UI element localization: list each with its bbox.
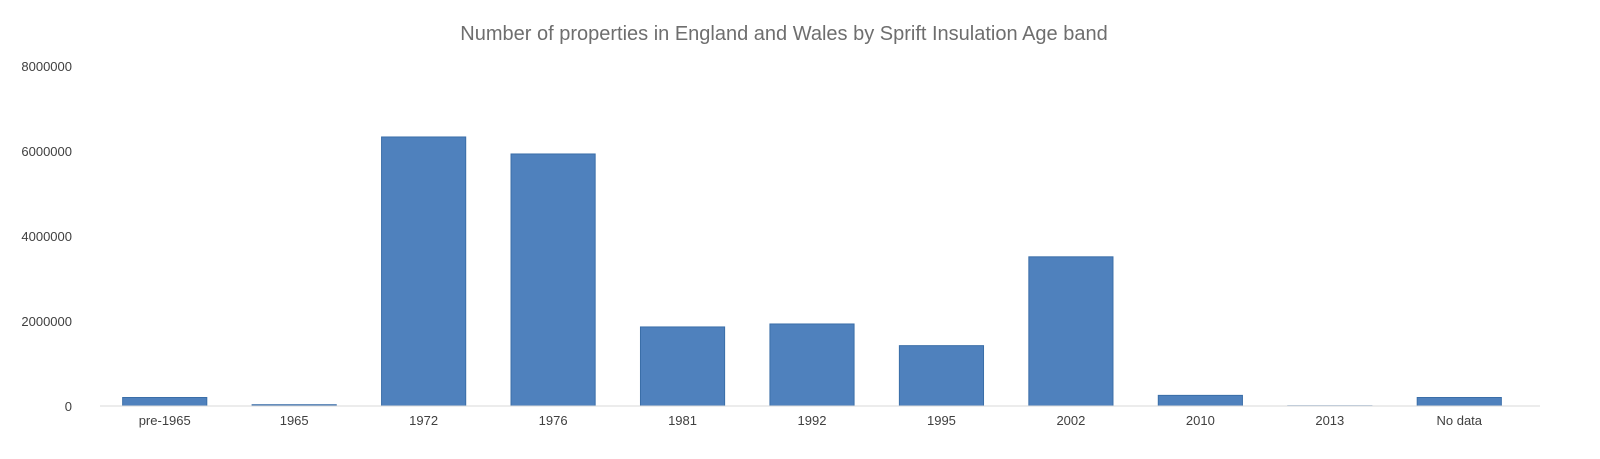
- x-tick-label: 1981: [668, 413, 697, 428]
- bar-no-data: [1416, 397, 1502, 407]
- bar-1976: [510, 153, 596, 407]
- y-axis: 0 2000000 4000000 6000000 8000000: [21, 59, 72, 414]
- bar-2002: [1028, 256, 1114, 407]
- x-tick-label: 2013: [1315, 413, 1344, 428]
- x-tick-label: pre-1965: [139, 413, 191, 428]
- bar-1992: [769, 323, 855, 407]
- y-tick-label: 8000000: [21, 59, 72, 74]
- x-tick-label: 1976: [539, 413, 568, 428]
- x-tick-label: 1972: [409, 413, 438, 428]
- x-tick-label: 1965: [280, 413, 309, 428]
- y-tick-label: 4000000: [21, 229, 72, 244]
- x-tick-label: 2002: [1056, 413, 1085, 428]
- bar-1972: [381, 136, 467, 407]
- x-tick-label: 1995: [927, 413, 956, 428]
- bar-series: [122, 136, 1502, 407]
- y-tick-label: 0: [65, 399, 72, 414]
- chart-title: Number of properties in England and Wale…: [460, 23, 1107, 45]
- bar-1981: [639, 326, 726, 407]
- x-axis: pre-1965 1965 1972 1976 1981 1992 1995 2002 2010…: [139, 413, 1483, 428]
- x-tick-label: 2010: [1186, 413, 1215, 428]
- x-tick-label: 1992: [798, 413, 827, 428]
- bar-pre-1965: [122, 397, 208, 407]
- bar-1995: [898, 345, 985, 407]
- bar-2010: [1157, 394, 1243, 407]
- y-tick-label: 6000000: [21, 144, 72, 159]
- x-tick-label: No data: [1436, 413, 1482, 428]
- y-tick-label: 2000000: [21, 314, 72, 329]
